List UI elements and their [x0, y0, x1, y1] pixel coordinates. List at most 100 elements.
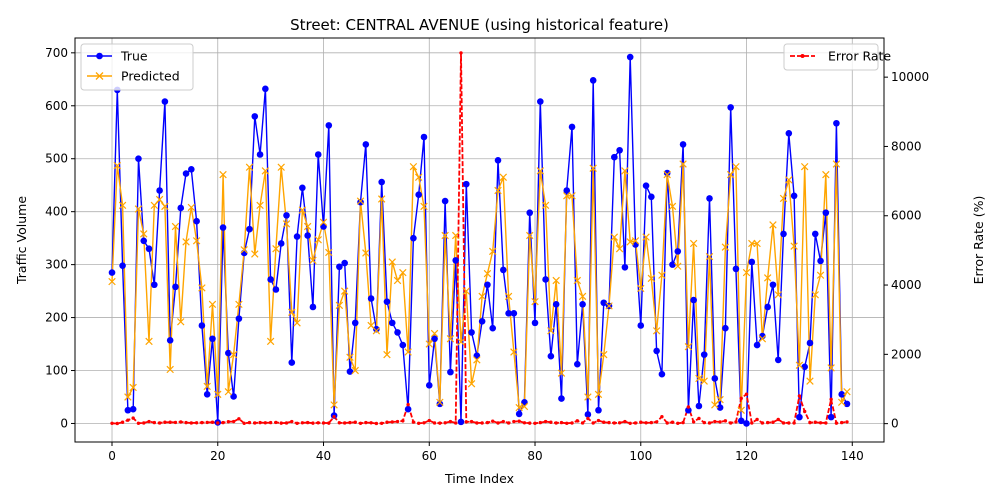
point-error-rate [818, 421, 823, 425]
point-true [489, 324, 497, 332]
x-tick-label: 140 [841, 449, 864, 463]
point-predicted [462, 287, 471, 295]
point-true [288, 359, 296, 366]
x-tick-label: 40 [316, 449, 331, 463]
point-error-rate [617, 421, 622, 425]
point-predicted [261, 167, 270, 175]
point-predicted [642, 233, 650, 241]
point-true [404, 405, 412, 413]
point-predicted [610, 233, 619, 241]
point-true [595, 406, 602, 414]
point-predicted [637, 284, 645, 293]
point-predicted [674, 262, 682, 270]
point-error-rate [411, 420, 416, 424]
point-true [648, 193, 655, 201]
point-error-rate [549, 420, 553, 424]
point-true [822, 209, 830, 217]
point-true [695, 402, 703, 410]
point-predicted [488, 247, 497, 256]
point-true [314, 151, 322, 158]
point-true [574, 360, 581, 368]
point-true [425, 382, 433, 389]
y-tick-label: 700 [45, 46, 68, 60]
point-true [262, 85, 269, 93]
point-error-rate [517, 419, 521, 423]
point-error-rate [369, 421, 373, 425]
point-error-rate [279, 421, 283, 425]
point-error-rate [337, 421, 342, 425]
y-axis-ticks: 0 100 200 300 400 500 600 700 [45, 46, 75, 430]
point-true [124, 406, 132, 414]
point-error-rate [491, 419, 495, 423]
point-predicted [594, 390, 603, 399]
point-true [780, 230, 787, 238]
point-error-rate [654, 420, 659, 424]
point-error-rate [385, 420, 389, 424]
point-error-rate [327, 421, 331, 425]
point-error-rate [274, 420, 278, 425]
point-error-rate [237, 417, 241, 421]
point-error-rate [570, 421, 574, 425]
point-true [505, 310, 512, 317]
point-predicted [277, 163, 285, 171]
point-predicted [737, 406, 745, 414]
point-predicted [473, 356, 481, 364]
point-predicted [224, 387, 233, 396]
point-error-rate [644, 421, 648, 425]
point-predicted [758, 335, 767, 343]
point-predicted [679, 160, 687, 168]
y2-tick-label: 8000 [891, 139, 922, 153]
legend-true-label: True [120, 49, 148, 64]
point-error-rate [797, 394, 802, 398]
point-true [462, 180, 470, 188]
legend-right: Error Rate [783, 43, 891, 71]
point-true [748, 258, 756, 266]
point-true [251, 113, 259, 120]
point-error-rate [750, 421, 754, 425]
point-error-rate [586, 416, 590, 421]
point-true [774, 356, 782, 364]
point-error-rate [602, 420, 606, 424]
point-predicted [451, 231, 460, 240]
point-true [256, 151, 264, 158]
point-true [658, 370, 666, 378]
point-error-rate [226, 420, 231, 424]
point-error-rate [300, 421, 305, 425]
point-true [225, 349, 232, 357]
point-error-rate [787, 421, 791, 425]
point-error-rate [528, 421, 532, 425]
point-true [478, 317, 486, 325]
point-true [732, 265, 740, 273]
point-error-rate [131, 416, 135, 420]
point-error-rate [210, 420, 215, 424]
point-true [341, 259, 348, 267]
point-error-rate [221, 420, 225, 425]
point-predicted [420, 202, 428, 211]
point-true [616, 146, 623, 154]
point-predicted [573, 276, 582, 285]
point-predicted [155, 195, 164, 204]
point-error-rate [734, 420, 738, 424]
point-predicted [187, 203, 196, 212]
legend-right-frame [783, 43, 879, 71]
point-error-rate [242, 421, 246, 425]
y-tick-label: 100 [45, 364, 68, 378]
legend-predicted-label: Predicted [121, 69, 180, 84]
point-true [653, 347, 660, 355]
point-true [399, 341, 407, 349]
point-predicted [600, 350, 608, 359]
point-true [753, 341, 761, 349]
point-true [685, 406, 692, 414]
point-true [537, 98, 544, 105]
point-predicted [695, 374, 703, 383]
y-tick-label: 200 [45, 311, 68, 325]
point-true [188, 166, 195, 173]
point-true [526, 209, 534, 217]
point-error-rate [543, 419, 548, 424]
point-error-rate [448, 419, 453, 424]
point-error-rate [771, 420, 775, 424]
point-error-rate [205, 420, 209, 425]
point-predicted [240, 246, 248, 254]
point-error-rate [665, 421, 669, 425]
point-true [293, 233, 301, 240]
